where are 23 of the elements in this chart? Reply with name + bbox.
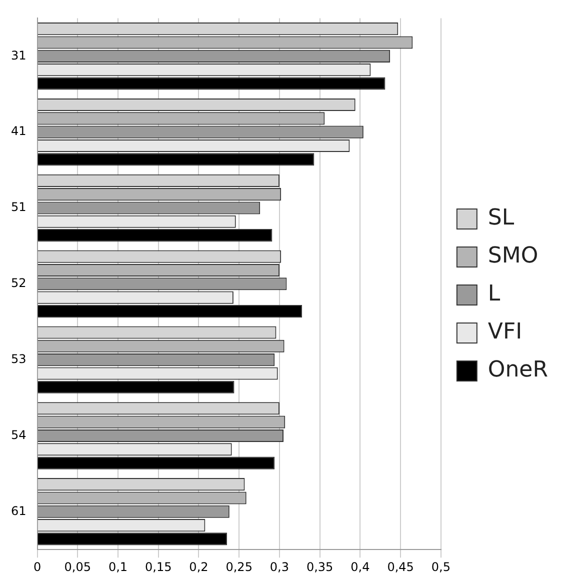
x-tick-label: 0,15 (145, 560, 172, 574)
y-tick-label: 61 (10, 504, 26, 518)
y-tick-label: 54 (10, 428, 26, 442)
x-tick-label: 0,2 (189, 560, 208, 574)
legend-label: SMO (488, 244, 538, 269)
y-tick-label: 53 (10, 352, 26, 366)
y-tick-label: 51 (10, 200, 26, 214)
x-tick-label: 0,5 (431, 560, 450, 574)
y-tick-label: 41 (10, 124, 26, 138)
legend-label: L (488, 282, 501, 307)
x-tick-label: 0,25 (226, 560, 252, 574)
legend-label: SL (488, 206, 515, 231)
x-tick-label: 0,3 (270, 560, 290, 574)
y-tick-label: 31 (10, 48, 26, 62)
legend-label: OneR (488, 358, 548, 383)
x-tick-label: 0,35 (306, 560, 334, 574)
x-tick-label: 0,4 (350, 560, 370, 574)
x-tick-label: 0 (33, 560, 42, 574)
x-tick-label: 0,05 (64, 560, 91, 574)
x-tick-label: 0,45 (387, 560, 414, 574)
y-tick-label: 52 (10, 276, 26, 290)
x-tick-label: 0,1 (108, 560, 128, 574)
legend-label: VFI (488, 320, 522, 345)
